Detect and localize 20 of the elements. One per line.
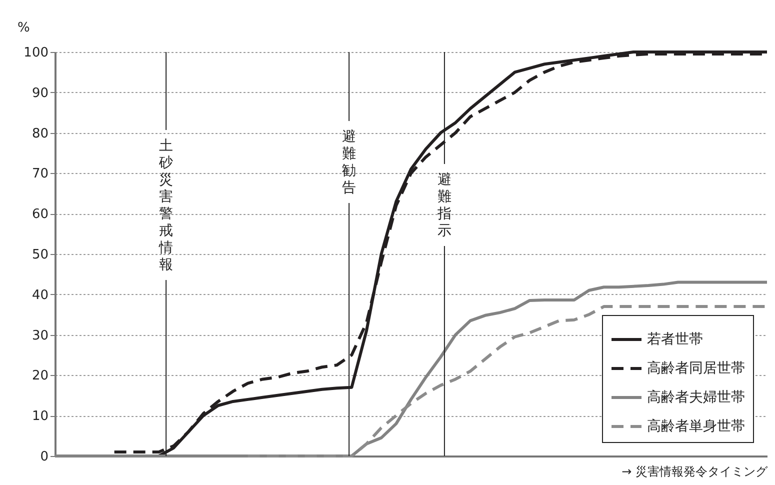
legend-label: 若者世帯	[647, 332, 703, 348]
legend-label: 高齢者同居世帯	[647, 360, 745, 376]
y-tick-label: 20	[32, 368, 48, 384]
y-tick-label: 50	[32, 248, 48, 262]
y-tick-label: 30	[32, 328, 48, 344]
y-tick-label: 40	[32, 288, 48, 303]
y-tick-label: 70	[32, 166, 48, 182]
annotation: 避難勧告	[342, 128, 356, 196]
legend-label: 高齢者単身世帯	[647, 418, 745, 434]
x-axis-title: → 災害情報発令タイミング	[622, 464, 768, 478]
annotation: 避難指示	[436, 172, 452, 239]
y-tick-label: 0	[40, 450, 48, 464]
y-tick-label: 80	[32, 126, 48, 142]
y-tick-label: 100	[24, 46, 48, 60]
y-tick-label: 10	[32, 409, 48, 424]
annotation: 土砂災害警戒情報	[158, 138, 174, 273]
y-axis-title: %	[18, 20, 30, 36]
y-tick-label: 60	[32, 207, 48, 222]
legend-label: 高齢者夫婦世帯	[647, 390, 745, 406]
y-tick-label: 90	[32, 86, 48, 101]
